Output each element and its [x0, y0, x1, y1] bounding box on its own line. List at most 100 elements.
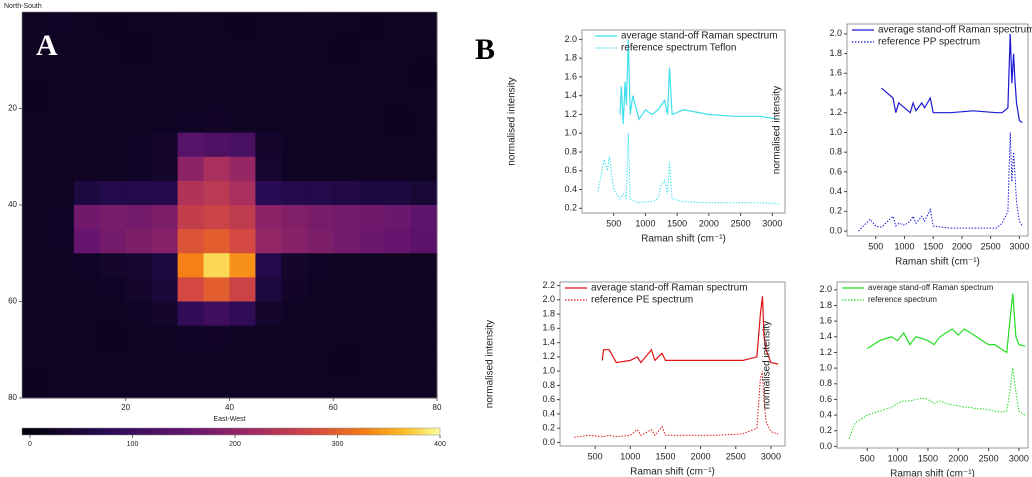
x-tick-label: 3000 [762, 218, 782, 228]
y-tick-label: 1.6 [542, 323, 555, 333]
x-tick-label: 2000 [691, 451, 711, 461]
heat-cell [307, 180, 334, 206]
heat-cell [411, 180, 438, 206]
heat-cell [229, 36, 256, 61]
heat-cell [73, 108, 101, 134]
heat-cell [255, 60, 282, 85]
heat-cell [151, 253, 179, 278]
heat-cell [359, 132, 386, 158]
heat-cell [73, 180, 101, 206]
heat-cell [73, 229, 101, 254]
x-tick-label: 3000 [761, 451, 781, 461]
heat-cell [307, 12, 334, 37]
y-tick-label: 0.8 [542, 380, 555, 390]
heat-cell [73, 301, 101, 327]
heat-cell [385, 277, 412, 302]
x-axis-title: East-West [213, 416, 245, 423]
heat-cell [22, 205, 49, 230]
y-tick-label: 1.2 [819, 347, 832, 357]
heat-cell [22, 349, 49, 375]
heat-cell [229, 277, 256, 302]
heat-cell [307, 84, 334, 109]
heat-cell [281, 156, 308, 182]
heat-cell [281, 277, 308, 302]
heat-cell [203, 229, 230, 254]
x-tick-label: 60 [329, 403, 338, 412]
y-tick-label: 1.8 [542, 308, 555, 318]
heat-cell [151, 325, 179, 351]
heat-cell [73, 277, 101, 302]
heat-cell [333, 325, 360, 351]
heat-cell [151, 84, 179, 109]
colorbar-tick-label: 300 [332, 441, 344, 448]
heat-cell [307, 108, 334, 134]
heat-cell [281, 12, 308, 37]
heat-cell [229, 229, 256, 254]
heat-cell [229, 180, 256, 206]
heat-cell [203, 156, 230, 182]
heat-cell [255, 277, 282, 302]
heat-cell [281, 84, 308, 109]
heat-cell [359, 108, 386, 134]
heat-cell [47, 84, 75, 109]
heat-cell [99, 325, 127, 351]
heat-cell [47, 12, 75, 37]
heat-cell [385, 373, 412, 399]
y-tick-label: 60 [8, 297, 17, 306]
heat-cell [203, 36, 230, 61]
heat-cell [151, 132, 179, 158]
heat-cell [229, 84, 256, 109]
heat-cell [307, 253, 334, 278]
y-axis-title: normalised intensity [772, 86, 783, 174]
heat-cell [281, 349, 308, 375]
y-tick-label: 80 [8, 393, 17, 402]
legend-label: reference PE spectrum [591, 295, 693, 306]
heat-cell [255, 325, 282, 351]
y-tick-label: 1.8 [829, 48, 842, 58]
heat-cell [177, 156, 205, 182]
heat-cell [359, 205, 386, 230]
x-tick-label: 1000 [894, 241, 914, 251]
heat-cell [47, 325, 75, 351]
heat-cell [177, 205, 205, 230]
y-tick-label: 0.2 [542, 423, 555, 433]
heat-cell [229, 253, 256, 278]
heat-cell [22, 108, 49, 134]
heat-cell [229, 108, 256, 134]
spectrum-line [866, 293, 1026, 354]
x-tick-label: 1500 [923, 241, 943, 251]
heat-cell [203, 84, 230, 109]
heat-cell [281, 180, 308, 206]
spectrum-line [858, 132, 1023, 232]
heat-cell [385, 180, 412, 206]
heat-cell [125, 12, 153, 37]
heat-cell [281, 132, 308, 158]
heat-cell [47, 132, 75, 158]
heat-cell [385, 301, 412, 327]
heat-cell [307, 132, 334, 158]
heat-cell [151, 36, 179, 61]
heat-cell [125, 156, 153, 182]
heat-cell [47, 205, 75, 230]
plot-frame [846, 23, 1029, 237]
heat-cell [47, 373, 75, 399]
x-tick-label: 1500 [667, 218, 687, 228]
heat-cell [385, 84, 412, 109]
x-tick-label: 2500 [726, 451, 746, 461]
legend-label: reference spectrum [868, 295, 937, 304]
heat-cell [229, 325, 256, 351]
heat-cell [22, 180, 49, 206]
heat-cell [73, 253, 101, 278]
heat-cell [411, 132, 438, 158]
x-tick-label: 1000 [620, 451, 640, 461]
legend: average stand-off Raman spectrumreferenc… [565, 283, 748, 306]
heat-cell [203, 373, 230, 399]
heat-cell [333, 12, 360, 37]
colorbar-tick-label: 200 [229, 441, 241, 448]
heat-cell [307, 156, 334, 182]
heat-cell [151, 349, 179, 375]
heat-cell [47, 229, 75, 254]
spectrum-line [597, 133, 779, 205]
x-tick-label: 20 [121, 403, 130, 412]
